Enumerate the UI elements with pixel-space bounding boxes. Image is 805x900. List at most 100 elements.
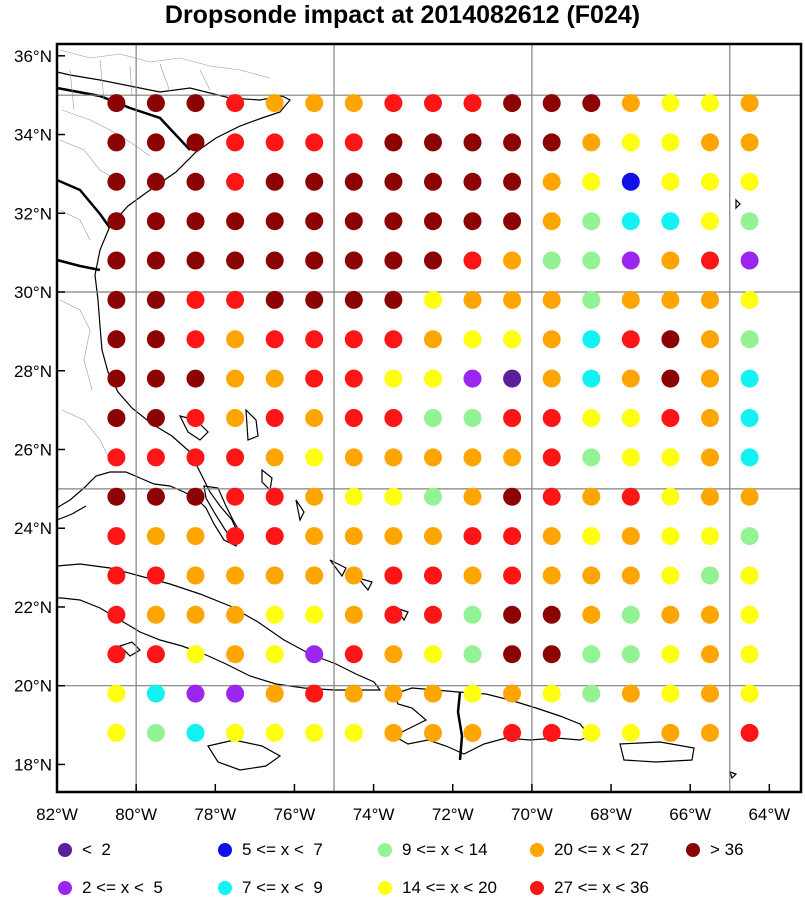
legend-label: 2 <= x < 5 (82, 878, 163, 897)
impact-dot (463, 487, 482, 506)
small-islands-outline (729, 198, 741, 780)
impact-dot (621, 212, 640, 231)
x-tick-label: 70°W (511, 805, 553, 824)
impact-dot (582, 409, 601, 427)
y-tick-label: 20°N (14, 677, 52, 696)
impact-dot (621, 409, 640, 427)
impact-dot (661, 684, 680, 703)
impact-dot (621, 527, 640, 546)
impact-dot (740, 330, 759, 349)
impact-dot (384, 212, 403, 231)
impact-dot (384, 330, 403, 349)
impact-dot (740, 605, 759, 624)
impact-dot (661, 133, 680, 152)
impact-dot (701, 330, 719, 349)
impact-dot (740, 645, 759, 664)
impact-dot (701, 251, 719, 270)
impact-dot (384, 684, 403, 703)
impact-dot (384, 645, 403, 664)
impact-dot (146, 448, 165, 467)
impact-dot (305, 212, 324, 231)
impact-dot (344, 684, 363, 703)
impact-dot (107, 290, 126, 309)
y-tick-label: 22°N (14, 598, 52, 617)
impact-dot (146, 251, 165, 270)
impact-dot (463, 172, 482, 191)
impact-dot (740, 566, 759, 585)
impact-dot (384, 566, 403, 585)
impact-dot (146, 487, 165, 506)
impact-dot (701, 290, 719, 309)
legend-label: 14 <= x < 20 (402, 878, 497, 897)
y-tick-label: 32°N (14, 204, 52, 223)
impact-dot (107, 409, 126, 427)
impact-dot (265, 723, 284, 742)
impact-dot (582, 487, 601, 506)
impact-dot (582, 290, 601, 309)
legend-swatch (378, 881, 392, 895)
impact-dot (582, 566, 601, 585)
impact-dot (107, 251, 126, 270)
impact-dot (107, 330, 126, 349)
impact-dot (621, 94, 640, 113)
impact-dot (146, 330, 165, 349)
x-tick-label: 78°W (194, 805, 236, 824)
impact-dot (344, 409, 363, 427)
impact-dot (542, 290, 561, 309)
legend-item: < 2 (58, 840, 111, 860)
impact-dot (146, 605, 165, 624)
impact-dot (265, 172, 284, 191)
x-tick-label: 72°W (432, 805, 474, 824)
impact-dot (384, 369, 403, 388)
impact-dot (621, 605, 640, 624)
haiti-dr-border (456, 691, 464, 761)
legend-item: 27 <= x < 36 (530, 878, 649, 898)
impact-dot (107, 487, 126, 506)
impact-dot (226, 94, 245, 113)
impact-dot (740, 409, 759, 427)
impact-dot (226, 251, 245, 270)
impact-dot (186, 94, 205, 113)
impact-dot (424, 212, 442, 231)
legend-label: 20 <= x < 27 (554, 840, 649, 859)
legend-swatch (58, 881, 72, 895)
impact-dot (424, 448, 442, 467)
impact-dot (384, 487, 403, 506)
impact-dot (305, 566, 324, 585)
impact-dot (701, 566, 719, 585)
x-tick-labels: 82°W 80°W 78°W 76°W 74°W 72°W 70°W 68°W 66°W 64°W (36, 784, 790, 824)
impact-dot (424, 290, 442, 309)
isle-of-youth-outline (118, 641, 141, 657)
impact-dot (344, 723, 363, 742)
impact-dot (463, 684, 482, 703)
impact-dot (384, 448, 403, 467)
impact-dot (542, 566, 561, 585)
impact-dot (305, 645, 324, 664)
impact-dot (424, 251, 442, 270)
impact-dot (146, 172, 165, 191)
impact-dot (186, 487, 205, 506)
impact-dot (107, 212, 126, 231)
impact-dot (701, 448, 719, 467)
impact-dot (701, 723, 719, 742)
impact-dot (424, 605, 442, 624)
impact-dot (107, 527, 126, 546)
impact-dot (226, 212, 245, 231)
impact-dot (265, 566, 284, 585)
impact-dot (621, 251, 640, 270)
impact-dot (384, 290, 403, 309)
impact-dots (107, 94, 759, 742)
impact-dot (463, 448, 482, 467)
impact-dot (186, 369, 205, 388)
impact-dot (582, 251, 601, 270)
legend-item: 20 <= x < 27 (530, 840, 649, 860)
impact-dot (265, 212, 284, 231)
impact-dot (424, 723, 442, 742)
impact-dot (186, 330, 205, 349)
impact-dot (621, 330, 640, 349)
impact-dot (582, 172, 601, 191)
impact-dot (503, 684, 522, 703)
x-tick-label: 82°W (36, 805, 78, 824)
impact-dot (186, 566, 205, 585)
impact-dot (740, 487, 759, 506)
